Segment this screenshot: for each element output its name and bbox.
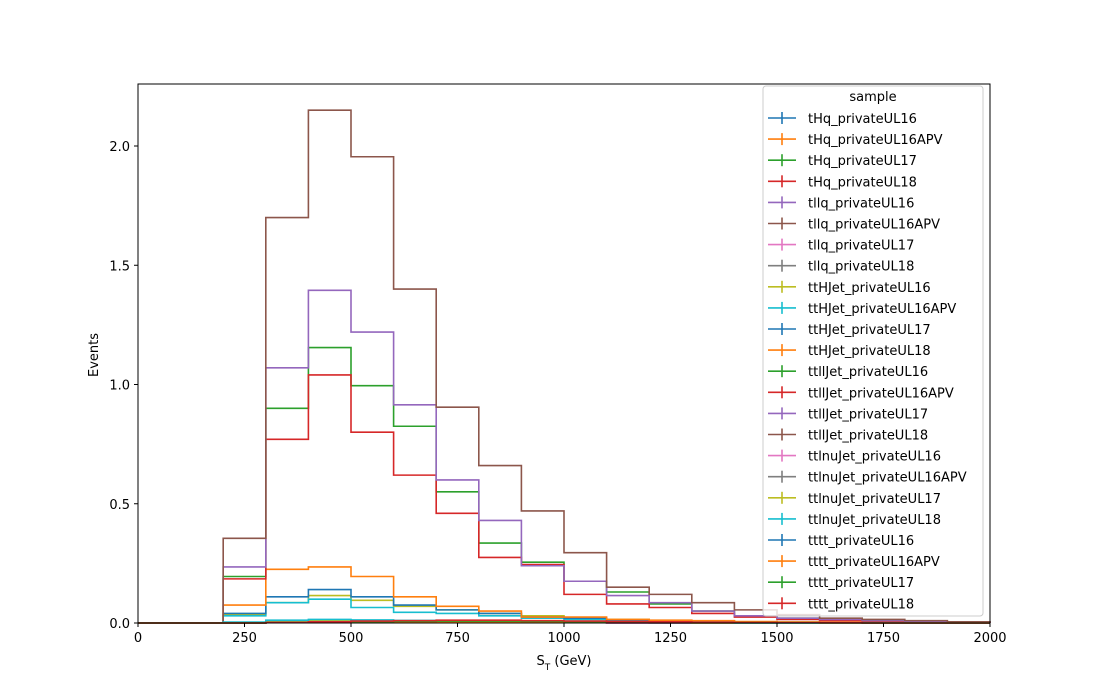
y-tick-label: 1.0 — [109, 379, 130, 394]
legend-item: ttlnuJet_privateUL17 — [768, 491, 941, 507]
legend-label: ttHJet_privateUL16 — [808, 281, 931, 296]
legend-label: tttt_privateUL16APV — [808, 555, 940, 570]
legend-label: ttllJet_privateUL16 — [808, 365, 928, 380]
y-tick-label: 1.5 — [109, 259, 130, 274]
x-tick-label: 1500 — [760, 631, 793, 646]
legend-label: tHq_privateUL18 — [808, 175, 917, 190]
legend-label: tttt_privateUL18 — [808, 597, 914, 612]
legend-label: tHq_privateUL17 — [808, 154, 917, 169]
legend-label: ttHJet_privateUL16APV — [808, 302, 956, 317]
y-tick-label: 0.5 — [109, 498, 130, 513]
legend-item: ttHJet_privateUL16 — [768, 280, 931, 296]
x-tick-label: 250 — [232, 631, 257, 646]
legend-item: tllq_privateUL16 — [768, 196, 914, 211]
x-tick-label: 750 — [445, 631, 470, 646]
x-tick-label: 1750 — [867, 631, 900, 646]
legend-item: ttlnuJet_privateUL16 — [768, 449, 941, 465]
legend-item: ttHJet_privateUL17 — [768, 323, 931, 338]
legend-label: tllq_privateUL16APV — [808, 218, 940, 233]
x-axis-label: ST (GeV) — [536, 654, 591, 673]
legend-item: tttt_privateUL16 — [768, 534, 914, 549]
legend-item: tHq_privateUL16 — [768, 112, 917, 127]
legend-label: ttllJet_privateUL18 — [808, 429, 928, 444]
legend-item: tHq_privateUL18 — [768, 175, 917, 190]
legend-item: tHq_privateUL16APV — [768, 133, 943, 148]
x-tick-label: 1000 — [547, 631, 580, 646]
legend-item: tttt_privateUL16APV — [768, 555, 940, 570]
legend-label: ttlnuJet_privateUL16 — [808, 450, 941, 465]
legend-box — [762, 85, 984, 617]
legend-label: tttt_privateUL16 — [808, 534, 914, 549]
legend-item: tllq_privateUL17 — [768, 238, 914, 254]
legend-item: tllq_privateUL18 — [768, 259, 914, 275]
legend-label: ttlnuJet_privateUL18 — [808, 513, 941, 528]
y-axis: 0.0 0.5 1.0 1.5 2.0 — [109, 140, 138, 632]
legend: sample tHq_privateUL16 tHq_privateUL16APV… — [762, 85, 984, 617]
x-axis: 0 250 500 750 1000 1250 1500 1750 2000 — [134, 623, 1007, 646]
legend-item: ttlnuJet_privateUL18 — [768, 512, 941, 528]
legend-label: ttlnuJet_privateUL16APV — [808, 471, 967, 486]
legend-label: ttllJet_privateUL16APV — [808, 386, 954, 401]
legend-label: tllq_privateUL17 — [808, 239, 914, 254]
legend-label: ttlnuJet_privateUL17 — [808, 492, 941, 507]
legend-item: ttllJet_privateUL16APV — [768, 386, 954, 401]
legend-label: tHq_privateUL16APV — [808, 133, 943, 148]
legend-label: tllq_privateUL18 — [808, 260, 914, 275]
x-tick-label: 2000 — [973, 631, 1006, 646]
legend-item: ttllJet_privateUL18 — [768, 428, 928, 444]
x-tick-label: 500 — [339, 631, 364, 646]
legend-item: ttllJet_privateUL17 — [768, 407, 928, 422]
legend-item: tttt_privateUL17 — [768, 576, 914, 591]
legend-item: tHq_privateUL17 — [768, 154, 917, 169]
legend-label: tttt_privateUL17 — [808, 576, 914, 591]
x-tick-label: 0 — [134, 631, 142, 646]
legend-title: sample — [849, 90, 896, 105]
y-axis-label: Events — [87, 333, 102, 377]
legend-item: ttHJet_privateUL16APV — [768, 301, 956, 317]
legend-label: tHq_privateUL16 — [808, 112, 917, 127]
legend-item: tllq_privateUL16APV — [768, 217, 940, 233]
legend-label: ttHJet_privateUL18 — [808, 344, 931, 359]
legend-item: ttllJet_privateUL16 — [768, 365, 928, 380]
legend-item: ttHJet_privateUL18 — [768, 344, 931, 359]
legend-item: ttlnuJet_privateUL16APV — [768, 470, 967, 486]
legend-label: tllq_privateUL16 — [808, 196, 914, 211]
series-line-ttllJet_privateUL18 — [138, 109, 991, 624]
y-tick-label: 2.0 — [109, 140, 130, 155]
legend-label: ttllJet_privateUL17 — [808, 407, 928, 422]
y-tick-label: 0.0 — [109, 617, 130, 632]
x-tick-label: 1250 — [654, 631, 687, 646]
legend-label: ttHJet_privateUL17 — [808, 323, 931, 338]
legend-item: tttt_privateUL18 — [768, 597, 914, 612]
